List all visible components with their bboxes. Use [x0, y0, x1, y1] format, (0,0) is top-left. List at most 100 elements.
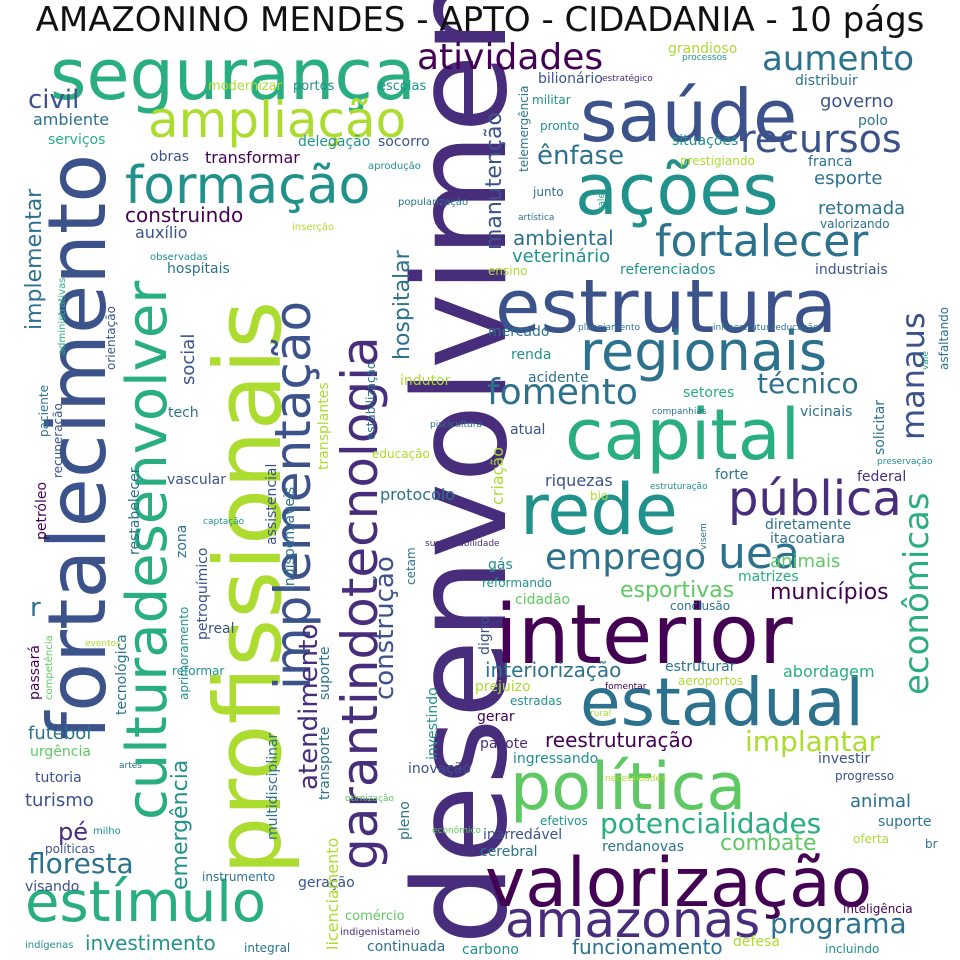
cloud-word: política — [510, 750, 747, 825]
cloud-word: civil — [28, 85, 80, 115]
cloud-word: gás — [488, 557, 513, 573]
cloud-word: comércio — [345, 909, 405, 924]
cloud-word: militar — [532, 93, 571, 107]
cloud-word: aprimoramento — [177, 606, 191, 700]
cloud-word: aprodução — [368, 161, 421, 172]
cloud-word: infraestruturaeducação — [713, 323, 819, 333]
cloud-word: investir — [818, 751, 871, 767]
cloud-word: oferta — [853, 832, 889, 846]
cloud-word: vale — [921, 351, 931, 370]
cloud-word: segurança — [50, 34, 416, 116]
cloud-word: implementar — [22, 188, 47, 330]
cloud-word: zona — [174, 524, 190, 558]
cloud-word: administrativas — [57, 277, 68, 355]
cloud-word: animal — [850, 791, 912, 812]
cloud-word: grandioso — [668, 41, 738, 57]
cloud-word: ações — [575, 149, 779, 231]
cloud-word: franca — [808, 154, 853, 170]
cloud-word: urgência — [30, 744, 91, 760]
cloud-word: popularização — [398, 197, 469, 208]
cloud-word: integral — [244, 941, 291, 955]
cloud-word: polo — [858, 113, 888, 129]
cloud-word: animais — [770, 551, 841, 572]
cloud-word: delegação — [298, 134, 371, 150]
cloud-word: serviços — [48, 132, 106, 148]
cloud-word: diretamente — [765, 517, 852, 533]
cloud-word: protocolo — [380, 485, 456, 504]
cloud-word: prejuizo — [475, 679, 531, 695]
cloud-word: interiorização — [485, 658, 622, 682]
cloud-word: potencialidades — [600, 807, 822, 840]
cloud-word: inovação — [408, 761, 472, 777]
cloud-word: construção — [370, 556, 400, 700]
cloud-word: futebol — [28, 723, 92, 744]
cloud-word: pronto — [540, 119, 580, 133]
cloud-word: aumento — [762, 39, 915, 79]
cloud-word: aeroportos — [678, 674, 743, 688]
cloud-word: políticas — [45, 842, 95, 856]
cloud-word: milho — [93, 826, 121, 837]
cloud-word: investindo — [425, 687, 441, 760]
cloud-word: indígenas — [25, 940, 74, 951]
cloud-word: regionais — [580, 320, 828, 383]
cloud-word: planejamento — [578, 323, 641, 333]
cloud-word: captação — [203, 517, 245, 527]
cloud-word: educação — [372, 447, 430, 461]
cloud-word: estadual — [580, 664, 864, 741]
cloud-word: referenciados — [620, 262, 716, 278]
cloud-word: fomento — [487, 372, 638, 413]
cloud-word: distribuir — [795, 73, 858, 89]
cloud-word: companhias — [652, 407, 707, 417]
cloud-word: indispensáveis — [282, 486, 298, 590]
cloud-word: necessidades — [605, 774, 666, 784]
cloud-word: transporte — [317, 726, 333, 800]
cloud-word: reestruturação — [545, 728, 694, 752]
cloud-word: indutor — [400, 373, 451, 389]
cloud-word: econômico — [432, 826, 481, 836]
cloud-word: retomada — [818, 198, 906, 219]
cloud-word: processos — [682, 53, 727, 63]
cloud-word: técnico — [757, 367, 859, 400]
cloud-word: formação — [125, 156, 371, 216]
cloud-word: cidadão — [515, 592, 571, 608]
cloud-word: instrumento — [202, 870, 276, 884]
cloud-word: efetivos — [540, 814, 588, 828]
cloud-word: fortalecer — [655, 216, 869, 267]
cloud-word: vicinais — [800, 404, 853, 420]
cloud-word: matrizes — [738, 569, 799, 585]
cloud-word: floresta — [28, 847, 134, 880]
cloud-word: esportivas — [620, 578, 735, 603]
cloud-word: investimento — [85, 931, 216, 955]
cloud-word: petróleo — [34, 481, 50, 540]
cloud-word: econômicas — [897, 492, 937, 695]
cloud-word: situações — [672, 133, 739, 149]
cloud-word: suporte — [878, 814, 932, 830]
cloud-word: preservação — [877, 457, 933, 467]
cloud-word: asfaltando — [937, 306, 951, 370]
cloud-word: assistencial — [264, 463, 280, 545]
cloud-word: recursos — [740, 117, 902, 161]
cloud-word: br — [925, 837, 938, 851]
cloud-word: vale — [597, 193, 607, 212]
cloud-word: federal — [857, 469, 907, 485]
cloud-word: otimização — [345, 794, 395, 804]
cloud-word: industriais — [815, 262, 888, 278]
cloud-word: indigenistameio — [340, 927, 420, 938]
cloud-word: combate — [720, 831, 817, 856]
cloud-word: solicitar — [872, 399, 888, 455]
cloud-word: portos — [293, 79, 335, 94]
cloud-word: construindo — [125, 203, 244, 227]
cloud-word: esporte — [814, 168, 883, 189]
cloud-word: gerar — [477, 709, 515, 725]
cloud-word: cetam — [404, 547, 418, 585]
cloud-word: paciente — [37, 385, 51, 437]
cloud-word: prestigiando — [680, 154, 755, 168]
cloud-word: social — [178, 333, 199, 385]
cloud-word: restabelecer — [127, 467, 143, 556]
cloud-word: turismo — [25, 790, 94, 811]
cloud-word: artística — [518, 213, 555, 223]
cloud-word: inserção — [292, 222, 335, 233]
cloud-word: real — [208, 621, 235, 637]
cloud-word: atividades — [417, 37, 604, 78]
